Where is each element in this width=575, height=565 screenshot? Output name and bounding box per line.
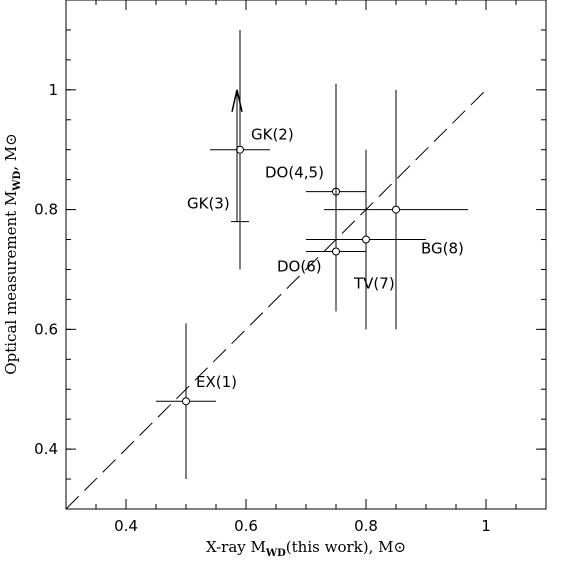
x-tick-label: 0.6: [234, 517, 258, 535]
y-label-tail: , M⊙: [2, 133, 20, 170]
arrow-head: [231, 89, 243, 112]
point: [392, 205, 400, 214]
limit-label: GK(3): [187, 195, 230, 213]
point: [362, 235, 370, 244]
point: [182, 397, 190, 406]
x-tick-label: 0.4: [114, 517, 138, 535]
y-tick-label: 0.4: [34, 440, 58, 458]
point-label: EX(1): [196, 373, 237, 391]
y-label-main: Optical measurement M: [2, 191, 20, 375]
x-tick-label: 0.8: [354, 517, 378, 535]
x-tick-label: 1: [481, 517, 491, 535]
plot-frame: [65, 0, 547, 510]
y-label-sub: WD: [12, 170, 23, 191]
x-label-tail: (this work), M⊙: [286, 538, 406, 556]
y-axis-label: Optical measurement MWD, M⊙: [2, 133, 23, 374]
y-tick-label: 1: [48, 81, 58, 99]
point-label: DO(6): [277, 258, 322, 276]
x-axis-label: X-ray MWD(this work), M⊙: [206, 538, 406, 559]
x-label-sub: WD: [265, 548, 286, 559]
x-label-main: X-ray M: [206, 538, 266, 556]
y-tick-label: 0.8: [34, 201, 58, 219]
point-label: BG(8): [421, 240, 464, 258]
point-label: DO(4,5): [265, 164, 324, 182]
point: [236, 145, 244, 154]
point-label: GK(2): [251, 126, 294, 144]
reference-line: [65, 89, 487, 510]
point-label: TV(7): [353, 275, 395, 293]
y-tick-label: 0.6: [34, 320, 58, 338]
point: [332, 247, 340, 256]
